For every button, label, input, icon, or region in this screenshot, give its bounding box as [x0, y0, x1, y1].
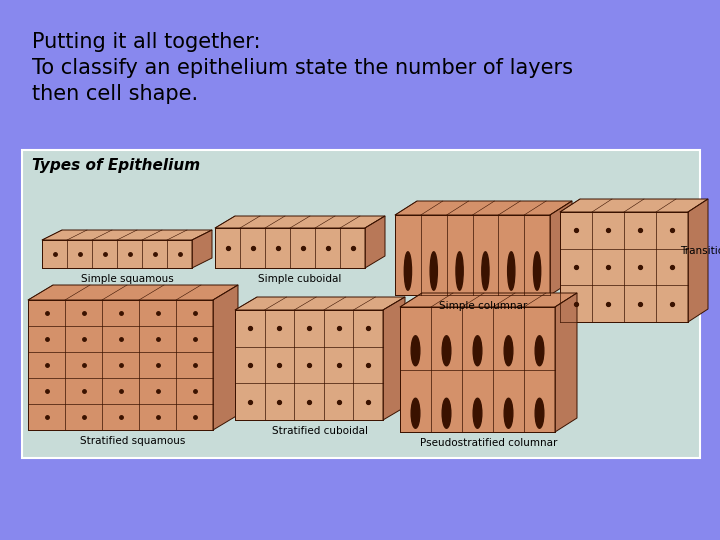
Polygon shape — [28, 285, 238, 300]
Text: Simple cuboidal: Simple cuboidal — [258, 274, 342, 284]
Bar — [235, 310, 383, 420]
Text: then cell shape.: then cell shape. — [32, 84, 198, 104]
Text: Transitional: Transitional — [680, 246, 720, 255]
Polygon shape — [235, 297, 405, 310]
Ellipse shape — [473, 399, 482, 428]
Text: Simple columnar: Simple columnar — [439, 301, 528, 311]
Bar — [28, 300, 213, 430]
Text: Pseudostratified columnar: Pseudostratified columnar — [420, 438, 557, 448]
Text: Simple squamous: Simple squamous — [81, 274, 174, 284]
Polygon shape — [42, 230, 212, 240]
Polygon shape — [555, 293, 577, 432]
Polygon shape — [395, 201, 572, 215]
Bar — [395, 215, 550, 295]
Ellipse shape — [411, 399, 420, 428]
Ellipse shape — [482, 252, 489, 290]
Text: Stratified cuboidal: Stratified cuboidal — [272, 426, 368, 436]
Polygon shape — [383, 297, 405, 420]
Polygon shape — [192, 230, 212, 268]
Text: Types of Epithelium: Types of Epithelium — [32, 158, 200, 173]
Ellipse shape — [411, 336, 420, 366]
Bar — [560, 212, 688, 322]
Bar — [400, 307, 555, 432]
Polygon shape — [550, 201, 572, 295]
Ellipse shape — [535, 399, 544, 428]
Text: Putting it all together:: Putting it all together: — [32, 32, 261, 52]
Ellipse shape — [442, 399, 451, 428]
Polygon shape — [560, 199, 708, 212]
Ellipse shape — [442, 336, 451, 366]
Ellipse shape — [473, 336, 482, 366]
Bar — [22, 150, 700, 458]
Ellipse shape — [430, 252, 437, 290]
Bar — [215, 228, 365, 268]
Polygon shape — [400, 293, 577, 307]
Ellipse shape — [534, 252, 541, 290]
Ellipse shape — [504, 336, 513, 366]
Polygon shape — [688, 199, 708, 322]
Text: Stratified squamous: Stratified squamous — [80, 436, 185, 446]
Ellipse shape — [508, 252, 515, 290]
Bar — [42, 240, 192, 268]
Ellipse shape — [504, 399, 513, 428]
Polygon shape — [213, 285, 238, 430]
Ellipse shape — [535, 336, 544, 366]
Polygon shape — [365, 216, 385, 268]
Ellipse shape — [405, 252, 412, 290]
Polygon shape — [215, 216, 385, 228]
Text: To classify an epithelium state the number of layers: To classify an epithelium state the numb… — [32, 58, 573, 78]
Ellipse shape — [456, 252, 463, 290]
